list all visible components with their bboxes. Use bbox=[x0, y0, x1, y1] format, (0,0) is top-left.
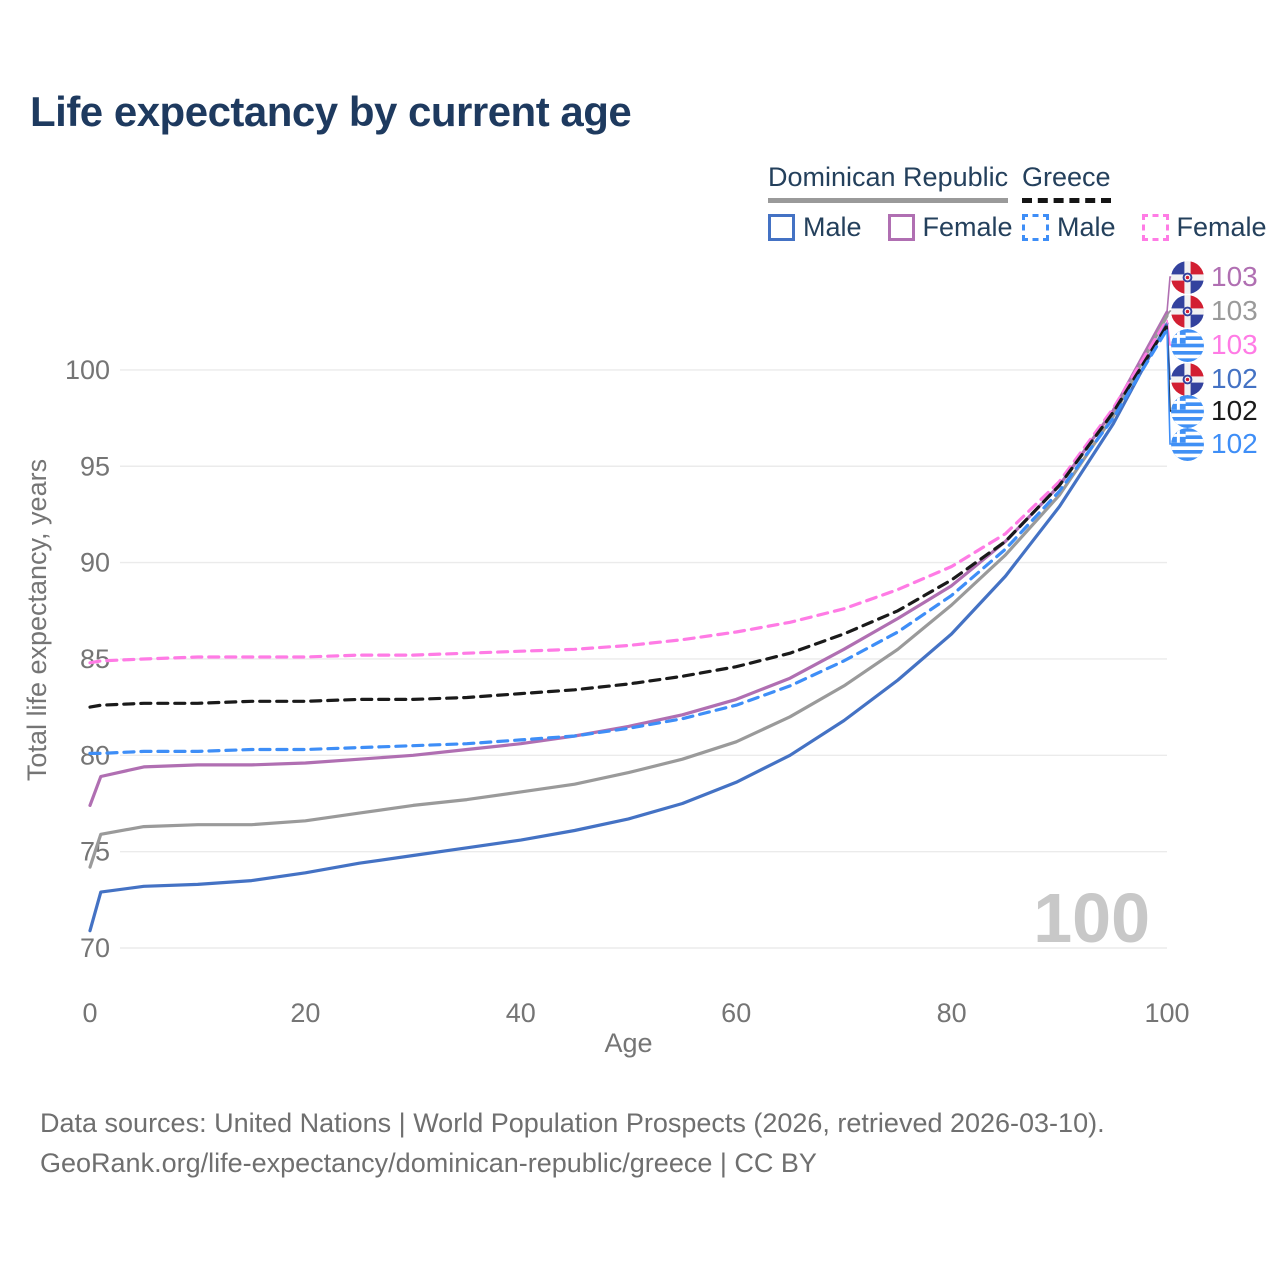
end-value: 103 bbox=[1211, 261, 1258, 292]
legend-item-greece-male[interactable]: Male bbox=[1022, 212, 1116, 243]
y-axis-title: Total life expectancy, years bbox=[22, 459, 52, 781]
x-tick-label: 100 bbox=[1144, 998, 1189, 1028]
series-line bbox=[88, 324, 1169, 709]
x-tick-label: 60 bbox=[721, 998, 751, 1028]
legend-group-title: Greece bbox=[1022, 162, 1111, 203]
attribution-text: GeoRank.org/life-expectancy/dominican-re… bbox=[40, 1148, 817, 1178]
legend-item-label: Male bbox=[1057, 212, 1116, 242]
end-label-dr-female: 103 bbox=[1171, 260, 1258, 294]
legend-item-label: Male bbox=[803, 212, 862, 242]
dominican-republic-flag-icon bbox=[1171, 294, 1204, 328]
series-line bbox=[88, 314, 1169, 869]
legend-group-dominican-republic: Dominican Republic Male Female bbox=[768, 162, 1039, 243]
y-tick-label: 90 bbox=[80, 548, 110, 578]
y-tick-label: 85 bbox=[80, 644, 110, 674]
series-line bbox=[88, 310, 1169, 807]
dr-female-swatch-icon bbox=[887, 214, 915, 241]
greece-flag-icon bbox=[1171, 394, 1204, 428]
legend-item-greece-female[interactable]: Female bbox=[1141, 212, 1267, 243]
y-tick-label: 100 bbox=[65, 355, 110, 385]
x-tick-label: 0 bbox=[82, 998, 97, 1028]
end-value: 103 bbox=[1211, 295, 1258, 326]
age-watermark: 100 bbox=[1033, 879, 1150, 957]
dominican-republic-flag-icon bbox=[1171, 260, 1204, 294]
x-tick-label: 80 bbox=[937, 998, 967, 1028]
end-label-dr-both: 103 bbox=[1171, 294, 1258, 328]
end-label-greece-both: 102 bbox=[1171, 394, 1258, 428]
x-tick-label: 40 bbox=[506, 998, 536, 1028]
greece-flag-icon bbox=[1171, 427, 1204, 461]
legend-item-label: Female bbox=[1176, 212, 1267, 242]
dr-male-swatch-icon bbox=[768, 214, 795, 241]
end-value: 102 bbox=[1211, 428, 1258, 459]
end-value: 103 bbox=[1211, 329, 1258, 360]
greece-male-swatch-icon bbox=[1022, 214, 1049, 241]
x-tick-label: 20 bbox=[290, 998, 320, 1028]
y-tick-label: 80 bbox=[80, 740, 110, 770]
legend-item-label: Female bbox=[922, 212, 1013, 242]
legend-group-title: Dominican Republic bbox=[768, 162, 1009, 203]
x-axis-title: Age bbox=[604, 1028, 652, 1058]
series-line bbox=[88, 322, 1169, 933]
series-line bbox=[88, 318, 1169, 665]
legend-item-dr-male[interactable]: Male bbox=[768, 212, 862, 243]
end-value: 102 bbox=[1211, 363, 1258, 394]
end-label-greece-female: 103 bbox=[1171, 328, 1258, 362]
data-sources-text: Data sources: United Nations | World Pop… bbox=[40, 1108, 1105, 1138]
end-label-greece-male: 102 bbox=[1171, 427, 1258, 461]
legend-item-dr-female[interactable]: Female bbox=[887, 212, 1013, 243]
end-label-dr-male: 102 bbox=[1171, 362, 1258, 396]
greece-flag-icon bbox=[1171, 328, 1204, 362]
series-line bbox=[88, 327, 1169, 755]
dominican-republic-flag-icon bbox=[1171, 362, 1204, 396]
end-value: 102 bbox=[1211, 395, 1258, 426]
y-tick-label: 70 bbox=[80, 933, 110, 963]
y-tick-label: 95 bbox=[80, 451, 110, 481]
greece-female-swatch-icon bbox=[1141, 214, 1169, 241]
legend-group-greece: Greece Male Female bbox=[1022, 162, 1280, 243]
page-title: Life expectancy by current age bbox=[30, 88, 632, 135]
